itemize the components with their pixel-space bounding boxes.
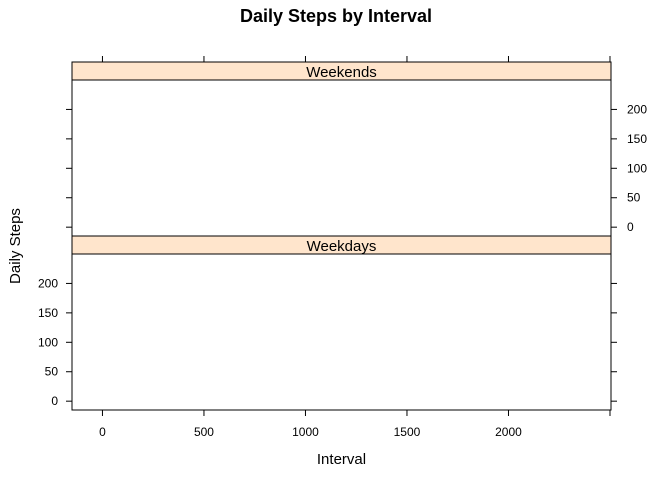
y-tick-label-weekdays: 0 <box>51 394 58 408</box>
y-tick-label-weekdays: 150 <box>38 306 58 320</box>
panel-weekdays: Weekdays <box>71 235 612 411</box>
y-tick-label-weekdays: 50 <box>45 365 59 379</box>
strip-label-weekdays: Weekdays <box>307 238 377 255</box>
axis-ticks: 0 500 1000 1500 2000 0 0 50 50 100 100 150 150 200 200 <box>38 56 647 439</box>
y-axis-label: Daily Steps <box>7 208 24 284</box>
y-tick-label-weekdays: 100 <box>38 335 58 349</box>
x-tick-label: 0 <box>99 425 106 439</box>
strip-weekdays <box>71 235 612 255</box>
panel-weekends: Weekends <box>71 61 612 237</box>
y-tick-label-weekends: 50 <box>627 191 641 205</box>
x-tick-label: 2000 <box>495 425 522 439</box>
strip-weekends <box>71 61 612 81</box>
y-tick-label-weekends: 150 <box>627 132 647 146</box>
y-tick-label-weekdays: 200 <box>38 276 58 290</box>
panel-weekdays-frame <box>71 235 612 411</box>
x-tick-label: 500 <box>194 425 214 439</box>
chart-title: Daily Steps by Interval <box>240 6 432 26</box>
panel-weekends-frame <box>71 61 612 237</box>
strip-label-weekends: Weekends <box>306 64 377 81</box>
x-axis-label: Interval <box>317 451 366 468</box>
y-tick-label-weekends: 200 <box>627 102 647 116</box>
x-tick-label: 1000 <box>292 425 319 439</box>
y-tick-label-weekends: 100 <box>627 161 647 175</box>
y-tick-label-weekends: 0 <box>627 220 634 234</box>
x-tick-label: 1500 <box>394 425 421 439</box>
